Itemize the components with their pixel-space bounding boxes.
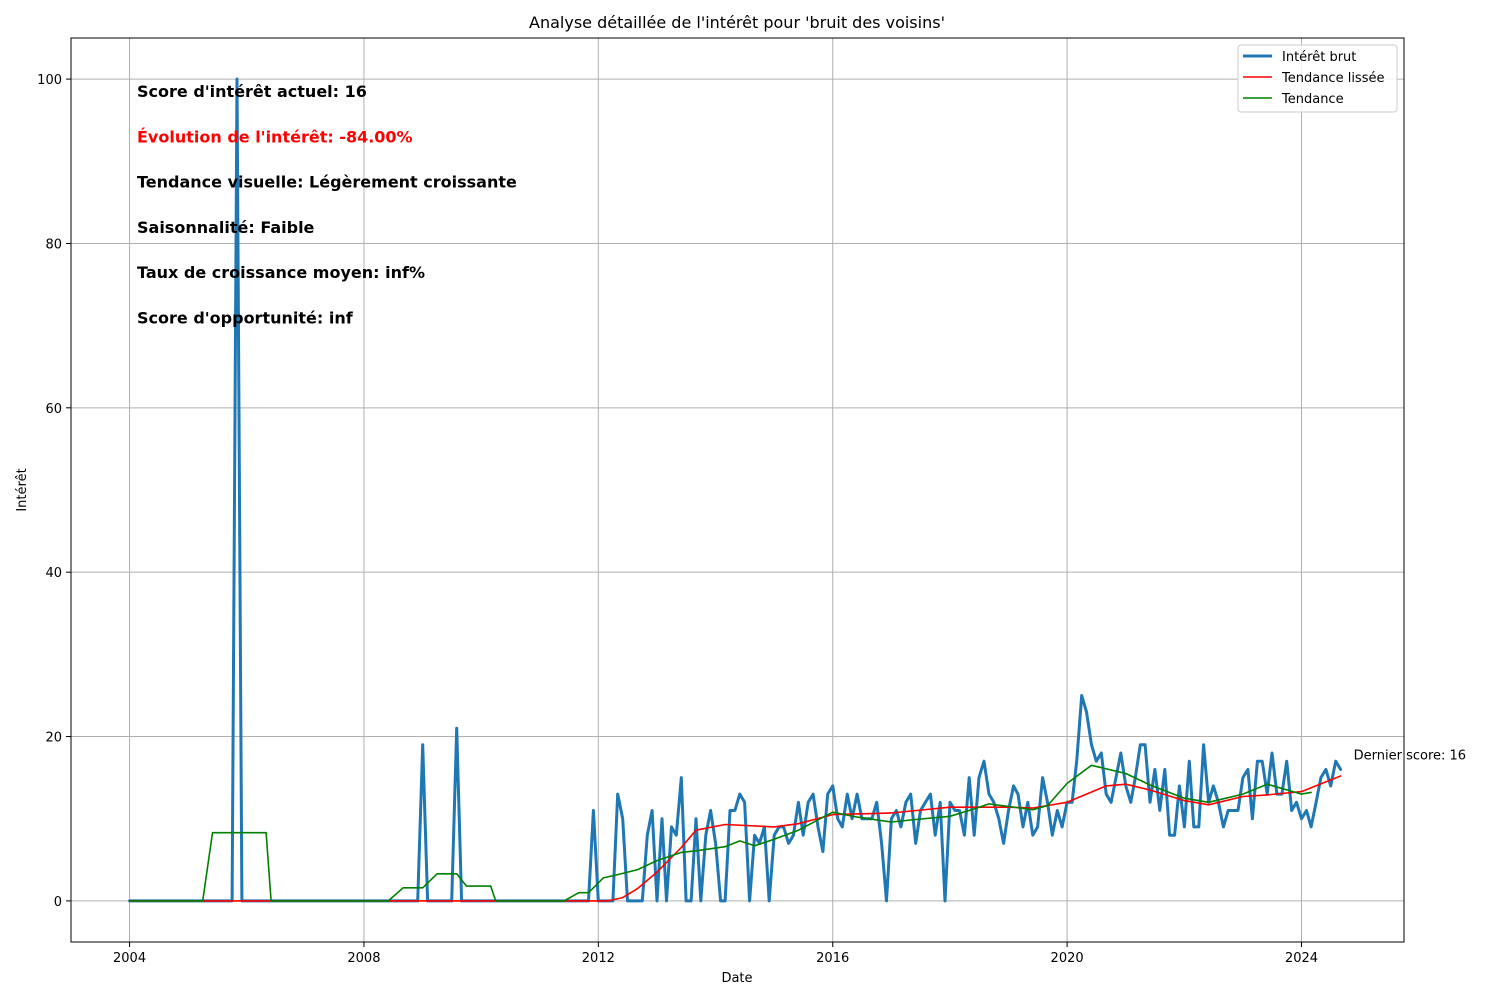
chart-title: Analyse détaillée de l'intérêt pour 'bru… — [529, 13, 945, 32]
y-tick-label: 60 — [45, 402, 62, 417]
legend-label: Tendance lissée — [1281, 71, 1384, 86]
y-axis-label: Intérêt — [15, 468, 30, 511]
stat-line: Taux de croissance moyen: inf% — [137, 263, 425, 282]
series-layer — [128, 77, 1343, 903]
y-tick-label: 0 — [54, 895, 62, 910]
x-tick-label: 2016 — [816, 951, 849, 966]
stat-line: Score d'intérêt actuel: 16 — [137, 82, 367, 101]
axis-ticks: 2004 2008 2012 2016 2020 2024 0 20 40 60 80 100 — [37, 73, 1318, 966]
x-axis-label: Date — [721, 971, 752, 986]
stat-line: Score d'opportunité: inf — [137, 309, 354, 328]
stat-line: Tendance visuelle: Légèrement croissante — [137, 173, 517, 192]
x-tick-label: 2024 — [1285, 951, 1318, 966]
series-line-tendance-lissee — [128, 775, 1342, 902]
legend-label: Intérêt brut — [1282, 50, 1356, 65]
series-line-tendance — [128, 764, 1312, 902]
y-tick-label: 80 — [45, 237, 62, 252]
legend-label: Tendance — [1281, 92, 1344, 107]
x-tick-label: 2020 — [1051, 951, 1084, 966]
y-tick-label: 40 — [45, 566, 62, 581]
last-score-label: Dernier score: 16 — [1354, 748, 1466, 763]
stat-line: Saisonnalité: Faible — [137, 218, 315, 237]
stat-line: Évolution de l'intérêt: -84.00% — [137, 127, 413, 146]
y-tick-label: 20 — [45, 731, 62, 746]
x-tick-label: 2008 — [347, 951, 380, 966]
legend-box — [1237, 44, 1398, 113]
x-tick-label: 2012 — [582, 951, 615, 966]
plot-frame — [70, 37, 1405, 943]
legend: Intérêt brut Tendance lissée Tendance — [1237, 44, 1398, 113]
x-tick-label: 2004 — [113, 951, 146, 966]
stats-text-block: Score d'intérêt actuel: 16 Évolution de l… — [137, 82, 517, 328]
y-tick-label: 100 — [37, 73, 62, 88]
